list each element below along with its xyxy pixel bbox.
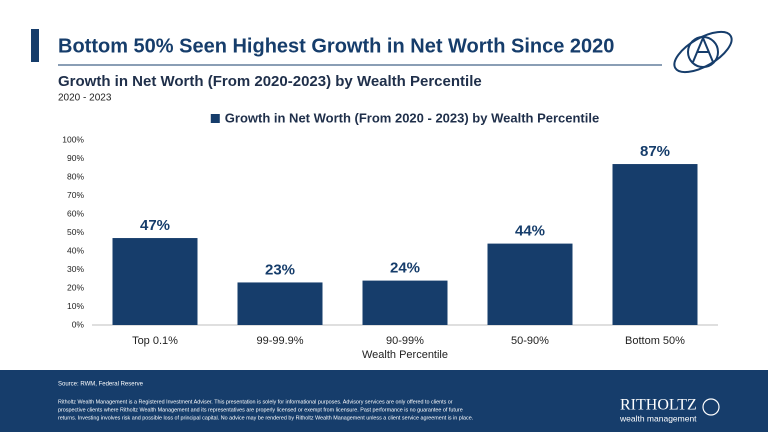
bar (487, 243, 573, 325)
y-tick-label: 80% (67, 171, 84, 181)
value-label: 23% (265, 261, 295, 278)
logo-icon (673, 30, 733, 74)
x-tick-label: Bottom 50% (625, 335, 685, 347)
disclaimer-line: Ritholtz Wealth Management is a Register… (58, 399, 453, 405)
y-tick-label: 100% (62, 134, 84, 144)
value-label: 44% (515, 223, 545, 240)
x-tick-label: Top 0.1% (132, 335, 178, 347)
logo-name: RITHOLTZ (620, 397, 697, 414)
value-label: 87% (640, 143, 670, 160)
chart-title: Bottom 50% Seen Highest Growth in Net Wo… (58, 35, 614, 57)
chart-subtitle: Growth in Net Worth (From 2020-2023) by … (58, 73, 482, 90)
x-tick-label: 50-90% (511, 335, 549, 347)
y-tick-label: 50% (67, 227, 84, 237)
value-label: 24% (390, 260, 420, 277)
y-tick-label: 60% (67, 208, 84, 218)
x-axis-label: Wealth Percentile (362, 349, 448, 361)
source: Source: RWM, Federal Reserve (58, 382, 144, 388)
legend-label: Growth in Net Worth (From 2020 - 2023) b… (225, 110, 599, 125)
accent-bar (31, 29, 39, 62)
y-tick-label: 30% (67, 264, 84, 274)
logo-tagline: wealth management (619, 413, 697, 423)
bar (362, 280, 448, 325)
bar (612, 164, 698, 325)
disclaimer-line: prospective clients where Ritholtz Wealt… (58, 407, 463, 413)
logo-mark (702, 398, 720, 416)
disclaimer-line: returns. Investing involves risk and pos… (58, 415, 473, 421)
x-tick-label: 99-99.9% (256, 335, 303, 347)
value-label: 47% (140, 217, 170, 234)
y-tick-label: 90% (67, 153, 84, 163)
x-tick-label: 90-99% (386, 335, 424, 347)
legend-swatch (210, 114, 220, 123)
y-tick-label: 0% (72, 319, 85, 329)
y-tick-label: 10% (67, 301, 84, 311)
bar (112, 238, 198, 325)
y-tick-label: 70% (67, 190, 84, 200)
bar (237, 282, 323, 325)
date-range: 2020 - 2023 (58, 93, 112, 104)
y-tick-label: 40% (67, 245, 84, 255)
footer-band (0, 370, 768, 432)
y-tick-label: 20% (67, 282, 84, 292)
